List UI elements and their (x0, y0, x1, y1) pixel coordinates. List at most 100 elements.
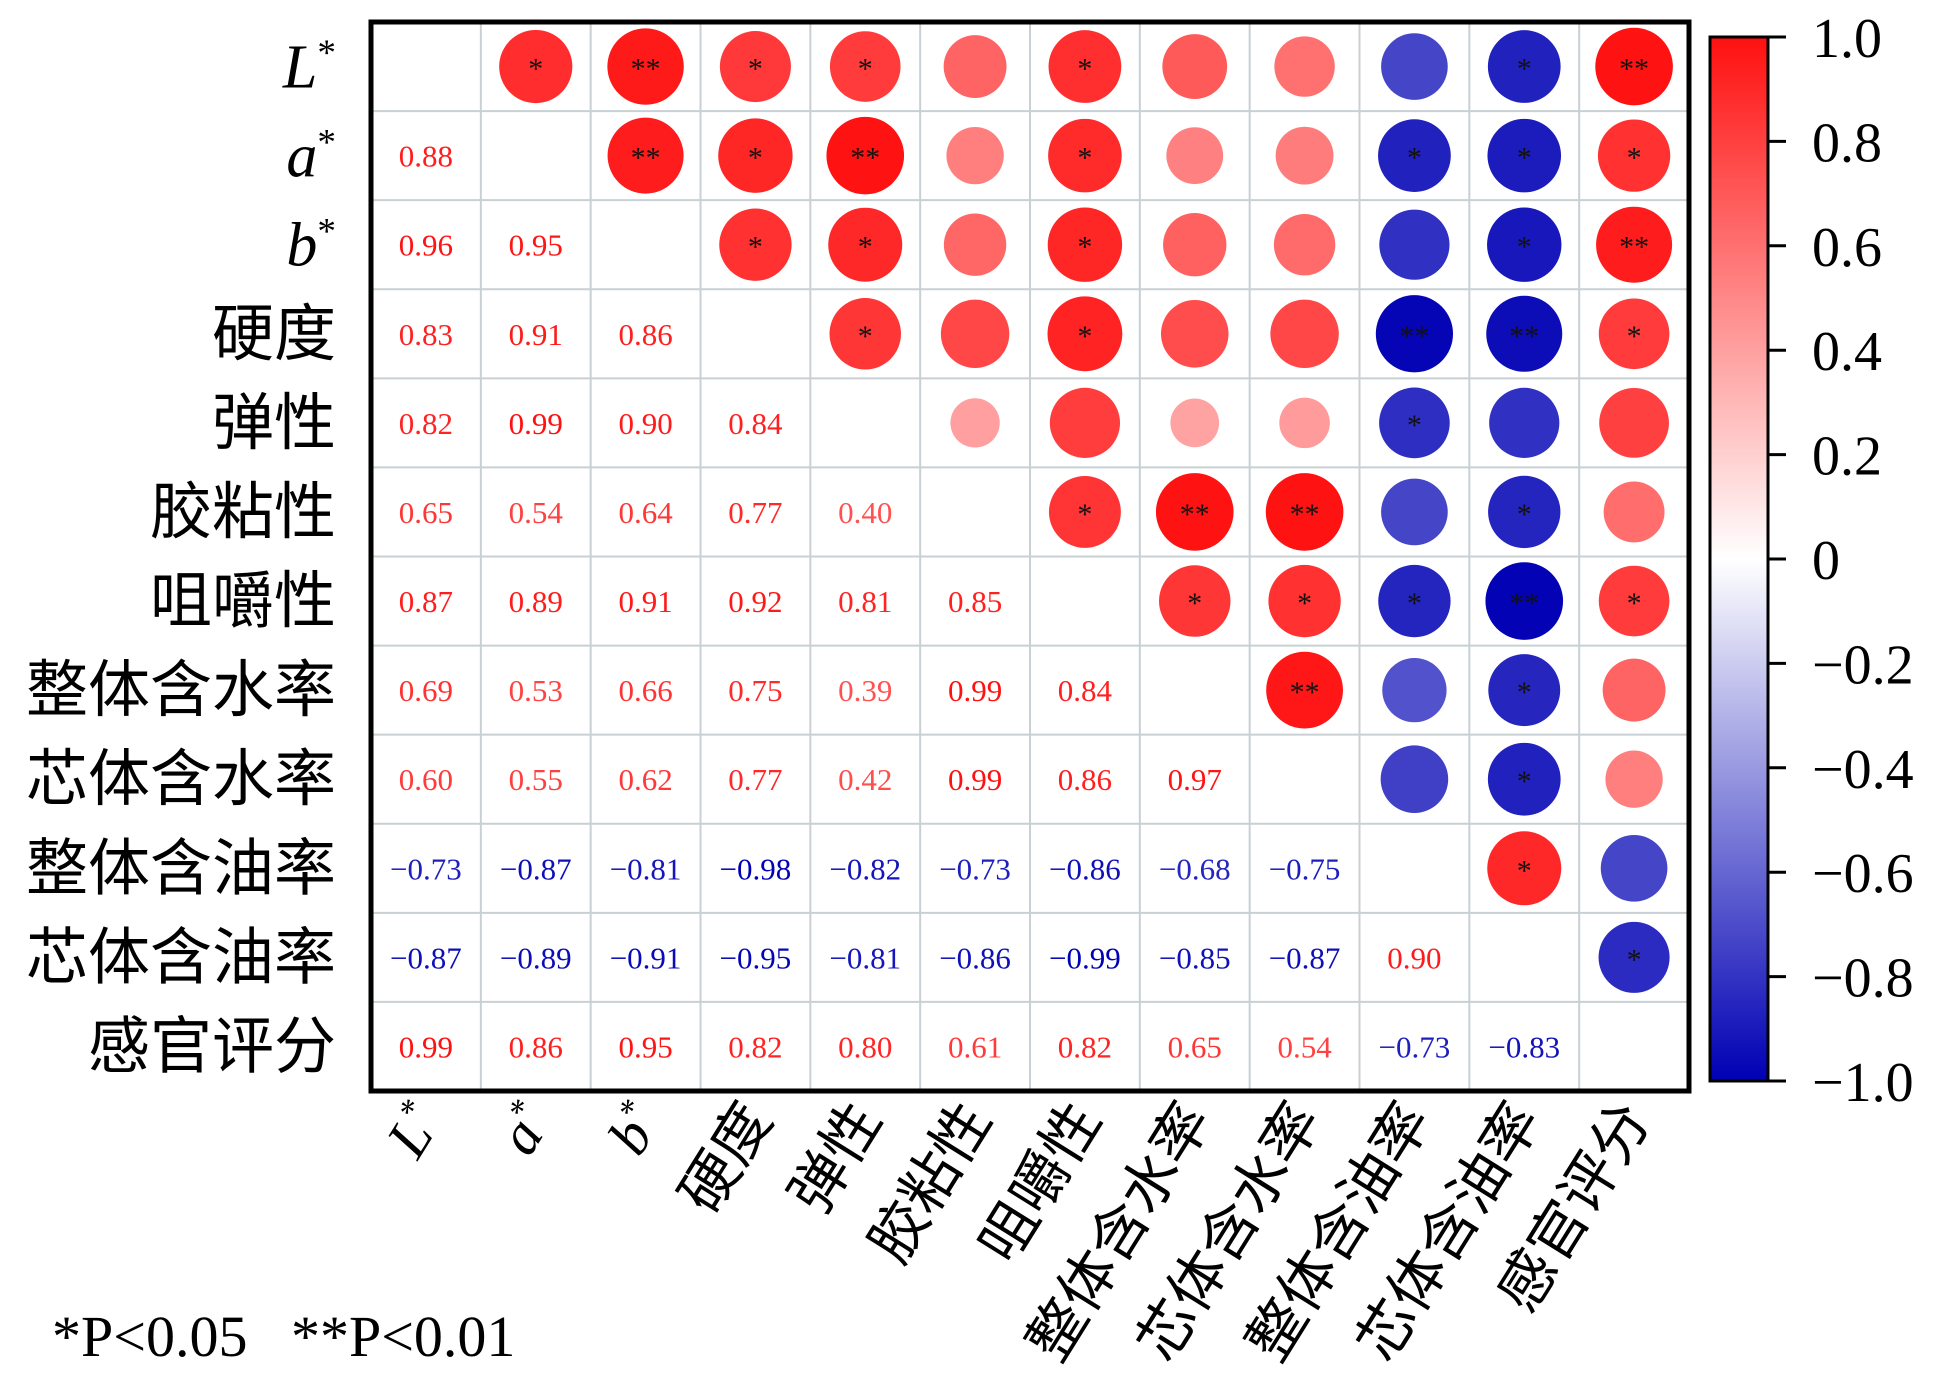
correlation-circle (1599, 387, 1669, 458)
significance-marker: * (1407, 587, 1422, 620)
correlation-circle (1487, 831, 1562, 906)
correlation-circle (950, 398, 1000, 448)
significance-marker: * (858, 53, 873, 86)
significance-marker: * (1517, 676, 1532, 709)
significance-marker: * (1627, 943, 1642, 976)
correlation-value-label: −0.81 (610, 851, 682, 886)
row-label: 芯体含油率 (26, 924, 336, 992)
correlation-value-label: −0.82 (829, 851, 901, 886)
significance-marker: ** (1290, 498, 1320, 531)
correlation-circle (829, 31, 901, 102)
significance-marker: ** (631, 53, 661, 86)
significance-marker: * (1627, 142, 1642, 175)
correlation-circle (719, 208, 792, 281)
significance-marker: ** (1290, 676, 1320, 709)
colorbar-tick-label: 0.2 (1812, 426, 1882, 488)
colorbar-tick-label: 0.6 (1812, 217, 1882, 279)
row-label: L* (282, 33, 336, 101)
correlation-circle (1273, 213, 1336, 276)
correlation-circle (1485, 562, 1564, 640)
colorbar-tick-label: 0.4 (1812, 321, 1882, 383)
correlation-value-label: 0.82 (1058, 1029, 1112, 1064)
row-label: 整体含水率 (26, 657, 336, 725)
significance-marker: ** (1509, 587, 1539, 620)
row-label: 胶粘性 (150, 479, 336, 547)
column-label: a* (485, 1091, 565, 1165)
correlation-circle (1266, 651, 1343, 729)
row-label: b* (286, 211, 336, 279)
significance-marker: ** (1619, 53, 1649, 86)
correlation-value-label: 0.92 (728, 584, 782, 619)
correlation-circle (1275, 126, 1334, 185)
row-label: 感官评分 (88, 1013, 336, 1081)
correlation-value-label: 0.39 (838, 673, 892, 708)
row-label: a* (286, 122, 336, 190)
correlation-value-label: −0.73 (939, 851, 1011, 886)
colorbar-tick-label: 0 (1812, 530, 1840, 592)
correlation-value-label: 0.90 (618, 406, 672, 441)
colorbar-tick-label: −1.0 (1812, 1052, 1914, 1114)
correlation-value-label: 0.75 (728, 673, 782, 708)
correlation-circle (718, 118, 793, 193)
correlation-circle (607, 28, 684, 105)
correlation-value-label: −0.85 (1159, 940, 1231, 975)
correlation-value-label: 0.91 (618, 584, 672, 619)
correlation-circle (1047, 207, 1123, 282)
correlation-circle (1600, 834, 1668, 902)
correlation-value-label: 0.69 (399, 673, 453, 708)
significance-marker: * (1297, 587, 1312, 620)
row-label: 弹性 (212, 390, 336, 458)
significance-marker: * (748, 231, 763, 264)
correlation-value-label: 0.95 (618, 1029, 672, 1064)
correlation-value-label: −0.73 (1379, 1029, 1451, 1064)
correlation-value-label: 0.85 (948, 584, 1002, 619)
column-label: L* (373, 1091, 455, 1168)
correlation-circle (1380, 745, 1449, 813)
significance-marker: * (1517, 765, 1532, 798)
correlation-circle (829, 298, 901, 370)
correlation-circle (1270, 299, 1339, 369)
colorbar: 1.0 0.8 0.6 0.4 0.2 0 −0.2 −0.4 −0.6 −0.8 −1.0 (1708, 8, 1914, 1114)
significance-marker: ** (1180, 498, 1210, 531)
correlation-value-label: −0.83 (1488, 1029, 1560, 1064)
correlation-circle (1279, 397, 1330, 449)
correlation-circle (1160, 300, 1229, 368)
correlation-circle (1163, 213, 1227, 277)
correlation-value-label: 0.82 (399, 406, 453, 441)
correlation-circle (1488, 654, 1561, 727)
significance-marker: * (1517, 53, 1532, 86)
correlation-value-label: 0.54 (1277, 1029, 1332, 1064)
correlation-value-label: 0.86 (618, 317, 672, 352)
matrix-grid (371, 22, 1689, 1091)
correlation-circle (499, 29, 573, 104)
correlation-value-label: 0.65 (399, 495, 453, 530)
correlation-value-label: −0.86 (1049, 851, 1121, 886)
correlation-circle (1487, 742, 1561, 816)
correlation-circle (946, 126, 1004, 185)
row-label: 硬度 (212, 301, 336, 369)
correlation-circle (1268, 564, 1341, 638)
correlation-value-label: −0.87 (1269, 940, 1341, 975)
correlation-value-label: 0.96 (399, 228, 453, 263)
column-label: 弹性 (778, 1091, 895, 1224)
significance-marker: * (1077, 53, 1092, 86)
significance-marker: * (1627, 587, 1642, 620)
correlation-value-label: 0.66 (618, 673, 672, 708)
significance-marker: * (1077, 498, 1092, 531)
correlation-value-label: −0.73 (390, 851, 462, 886)
correlation-value-label: −0.81 (829, 940, 901, 975)
correlation-value-label: 0.53 (509, 673, 563, 708)
correlation-circle (1595, 27, 1673, 106)
correlation-circle (1598, 565, 1670, 637)
correlation-circle (1166, 127, 1224, 185)
correlation-value-label: −0.87 (390, 940, 462, 975)
column-label: 硬度 (668, 1091, 785, 1224)
correlation-circle (828, 207, 903, 282)
significance-marker: * (1517, 142, 1532, 175)
significance-marker: * (1407, 409, 1422, 442)
correlation-circle (1487, 207, 1562, 282)
significance-marker: * (1077, 231, 1092, 264)
correlation-circle (1379, 387, 1450, 459)
